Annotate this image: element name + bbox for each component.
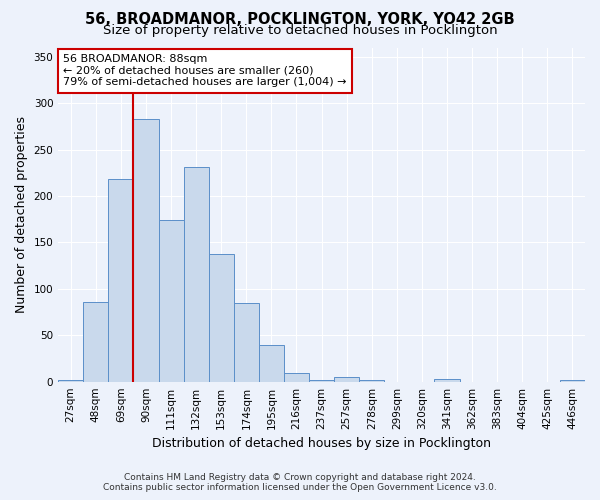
Bar xyxy=(560,380,585,382)
Bar xyxy=(334,377,359,382)
Text: Size of property relative to detached houses in Pocklington: Size of property relative to detached ho… xyxy=(103,24,497,37)
Bar xyxy=(234,303,259,382)
Bar xyxy=(209,254,234,382)
Bar xyxy=(359,380,385,382)
Bar xyxy=(158,220,184,382)
Bar xyxy=(434,379,460,382)
Text: 56 BROADMANOR: 88sqm
← 20% of detached houses are smaller (260)
79% of semi-deta: 56 BROADMANOR: 88sqm ← 20% of detached h… xyxy=(64,54,347,88)
Bar xyxy=(309,380,334,382)
X-axis label: Distribution of detached houses by size in Pocklington: Distribution of detached houses by size … xyxy=(152,437,491,450)
Bar xyxy=(133,119,158,382)
Bar xyxy=(284,374,309,382)
Text: Contains HM Land Registry data © Crown copyright and database right 2024.
Contai: Contains HM Land Registry data © Crown c… xyxy=(103,473,497,492)
Bar xyxy=(58,380,83,382)
Bar xyxy=(259,344,284,382)
Bar xyxy=(184,167,209,382)
Y-axis label: Number of detached properties: Number of detached properties xyxy=(15,116,28,313)
Bar xyxy=(109,180,133,382)
Bar xyxy=(83,302,109,382)
Text: 56, BROADMANOR, POCKLINGTON, YORK, YO42 2GB: 56, BROADMANOR, POCKLINGTON, YORK, YO42 … xyxy=(85,12,515,26)
